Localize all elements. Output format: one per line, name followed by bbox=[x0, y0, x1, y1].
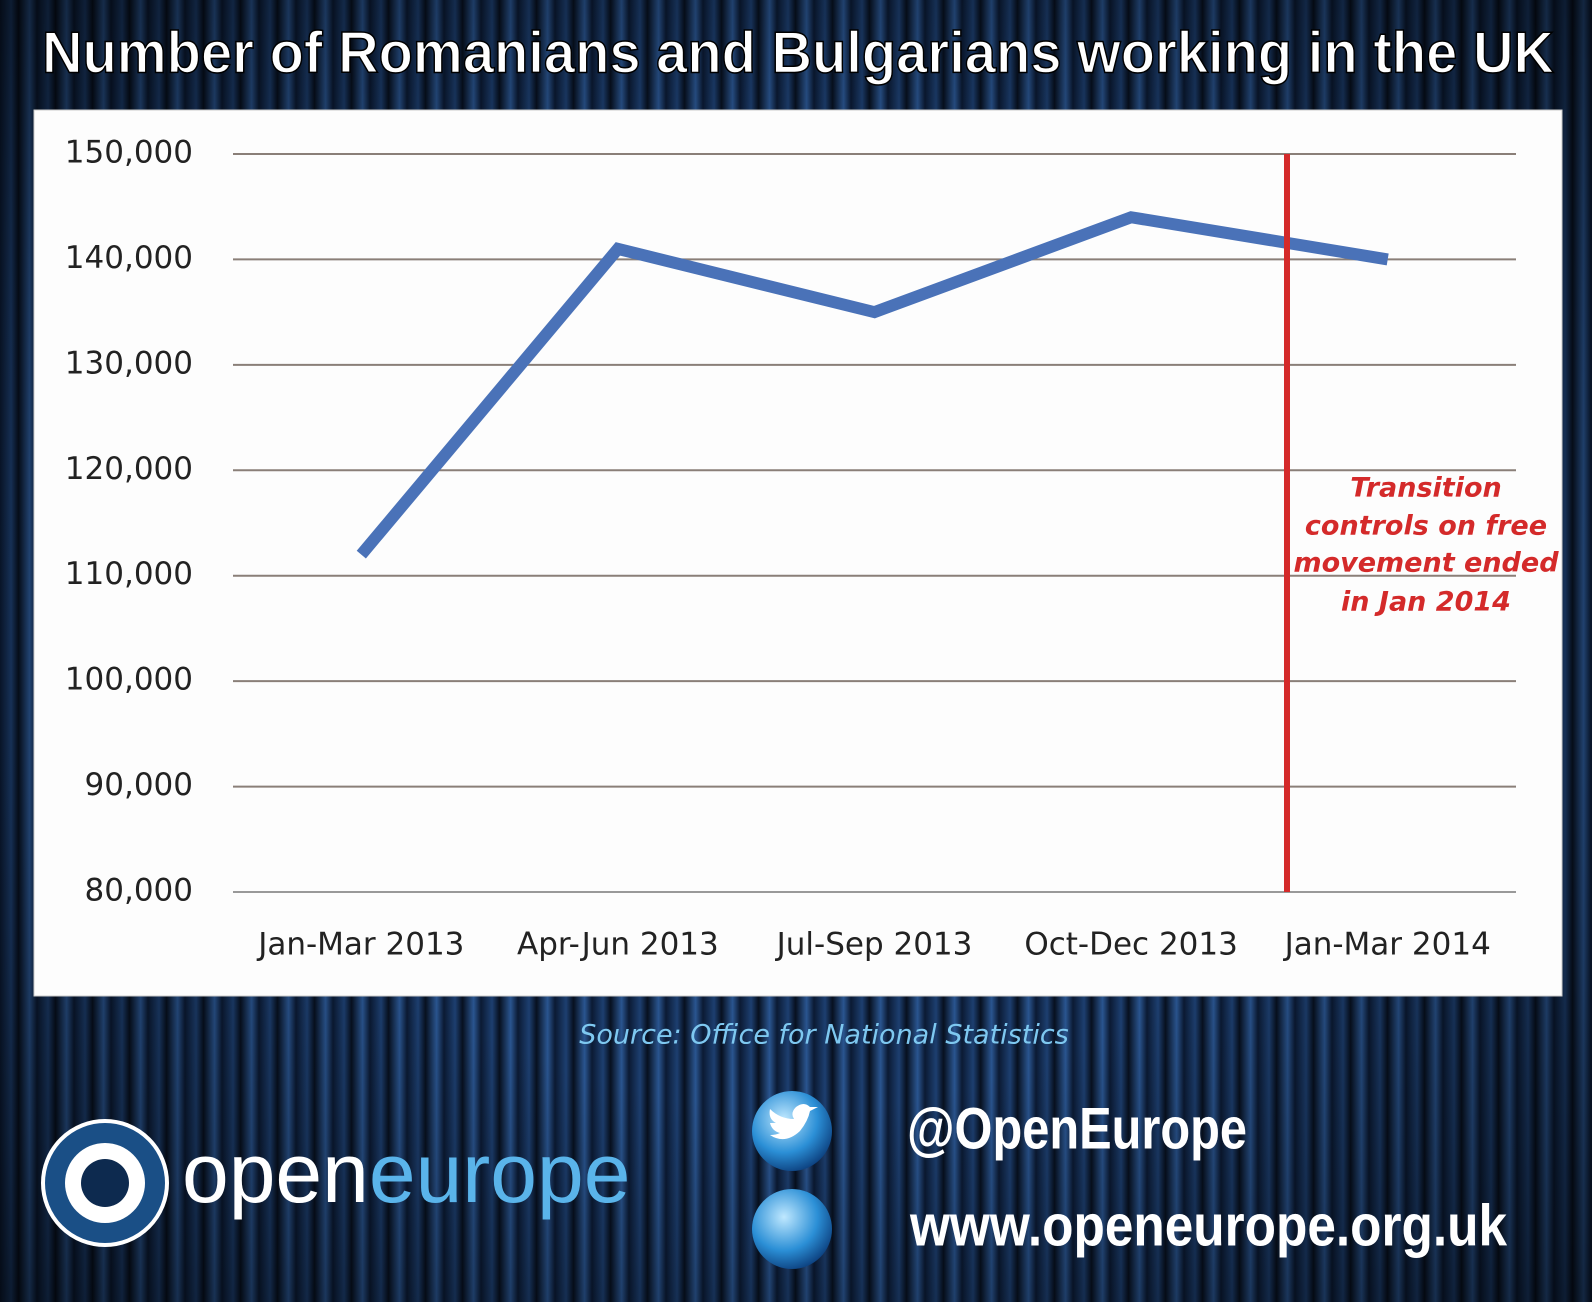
y-tick-label: 110,000 bbox=[65, 556, 193, 592]
x-tick-label: Jul-Sep 2013 bbox=[775, 927, 973, 963]
annotation: movement ended bbox=[1293, 548, 1559, 579]
chart-title: Number of Romanians and Bulgarians worki… bbox=[42, 20, 1554, 85]
data-line bbox=[356, 211, 1389, 559]
source-note: Source: Office for National Statistics bbox=[579, 1020, 1069, 1051]
x-tick-label: Oct-Dec 2013 bbox=[1024, 927, 1238, 963]
y-tick-label: 80,000 bbox=[85, 873, 193, 909]
x-tick-label: Jan-Mar 2014 bbox=[1283, 927, 1491, 963]
annotation: Transition bbox=[1350, 473, 1501, 504]
brand-open: open bbox=[182, 1126, 369, 1220]
twitter-handle[interactable]: @OpenEurope bbox=[907, 1096, 1247, 1161]
plot-area: 80,000 90,000 100,000 110,000 120,000 130,000… bbox=[65, 135, 1516, 963]
logo bbox=[41, 1119, 169, 1247]
plot-panel bbox=[33, 109, 1563, 997]
y-tick-label: 140,000 bbox=[65, 240, 193, 276]
x-tick-label: Apr-Jun 2013 bbox=[517, 927, 719, 963]
annotation: in Jan 2014 bbox=[1341, 587, 1511, 618]
twitter-bird bbox=[769, 1104, 818, 1140]
website[interactable]: www.openeurope.org.uk bbox=[909, 1193, 1508, 1258]
y-tick-label: 120,000 bbox=[65, 451, 193, 487]
y-tick-label: 100,000 bbox=[65, 662, 193, 698]
y-tick-label: 130,000 bbox=[65, 345, 193, 381]
web-icon bbox=[752, 1189, 832, 1269]
y-tick-label: 90,000 bbox=[85, 767, 193, 803]
brand: openeurope bbox=[182, 1126, 630, 1220]
y-tick-label: 150,000 bbox=[65, 135, 193, 171]
x-tick-label: Jan-Mar 2013 bbox=[256, 927, 464, 963]
brand-europe: europe bbox=[369, 1126, 631, 1220]
annotation: controls on free bbox=[1305, 511, 1547, 542]
